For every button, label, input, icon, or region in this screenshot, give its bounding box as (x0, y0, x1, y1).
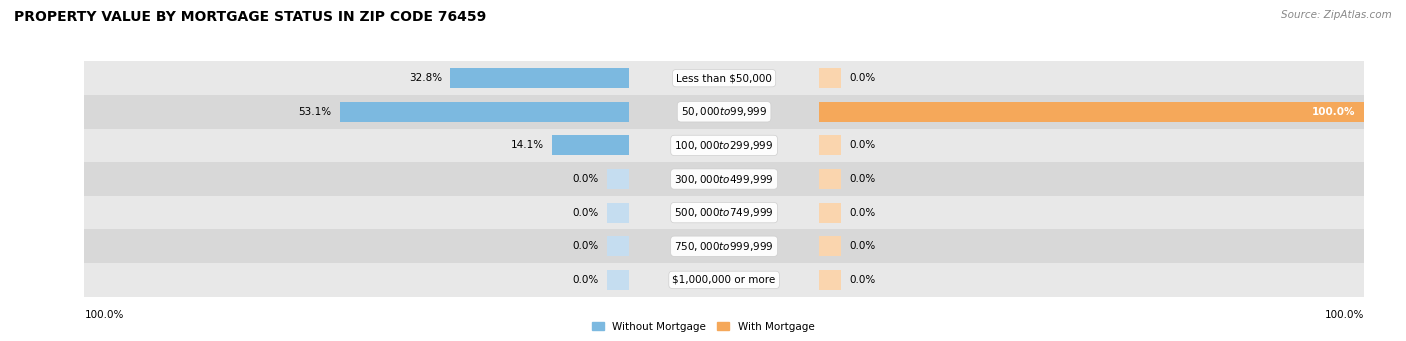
Text: 100.0%: 100.0% (1312, 107, 1355, 117)
Bar (820, 135, 841, 155)
Text: Less than $50,000: Less than $50,000 (676, 73, 772, 83)
Bar (0, 263, 1406, 297)
Bar (0, 61, 1406, 95)
Text: 0.0%: 0.0% (849, 275, 876, 285)
Text: 100.0%: 100.0% (84, 310, 124, 320)
Text: $300,000 to $499,999: $300,000 to $499,999 (675, 173, 773, 186)
Bar (820, 68, 841, 88)
Bar (820, 270, 841, 290)
Text: 100.0%: 100.0% (1324, 310, 1364, 320)
Bar (607, 270, 628, 290)
Bar (0, 61, 1406, 95)
Bar (0, 95, 1406, 129)
Bar (0, 196, 1406, 229)
Legend: Without Mortgage, With Mortgage: Without Mortgage, With Mortgage (588, 317, 818, 336)
Text: 0.0%: 0.0% (572, 208, 599, 218)
Bar (0, 196, 1406, 229)
Bar (0, 229, 1406, 263)
Bar (0, 162, 1406, 196)
Text: $1,000,000 or more: $1,000,000 or more (672, 275, 776, 285)
Text: $750,000 to $999,999: $750,000 to $999,999 (675, 240, 773, 253)
Bar (0, 129, 1406, 162)
Bar (0, 263, 1406, 297)
Bar (340, 102, 628, 122)
Bar (0, 129, 1406, 162)
Text: $500,000 to $749,999: $500,000 to $749,999 (675, 206, 773, 219)
Bar (607, 203, 628, 223)
Bar (0, 263, 1406, 297)
Bar (450, 68, 628, 88)
Text: 0.0%: 0.0% (572, 275, 599, 285)
Bar (0, 95, 1406, 129)
Text: 14.1%: 14.1% (510, 140, 544, 150)
Bar (0, 162, 1406, 196)
Text: 0.0%: 0.0% (572, 174, 599, 184)
Text: PROPERTY VALUE BY MORTGAGE STATUS IN ZIP CODE 76459: PROPERTY VALUE BY MORTGAGE STATUS IN ZIP… (14, 10, 486, 24)
Bar (0, 129, 1406, 162)
Bar (0, 61, 1406, 95)
Bar (820, 169, 841, 189)
Text: 32.8%: 32.8% (409, 73, 441, 83)
Text: $100,000 to $299,999: $100,000 to $299,999 (675, 139, 773, 152)
Text: 0.0%: 0.0% (849, 140, 876, 150)
Bar (820, 102, 1364, 122)
Bar (607, 236, 628, 256)
Bar (553, 135, 628, 155)
Text: 0.0%: 0.0% (849, 73, 876, 83)
Text: $50,000 to $99,999: $50,000 to $99,999 (681, 105, 768, 118)
Bar (0, 229, 1406, 263)
Bar (0, 95, 1406, 129)
Bar (0, 229, 1406, 263)
Bar (820, 236, 841, 256)
Text: Source: ZipAtlas.com: Source: ZipAtlas.com (1281, 10, 1392, 20)
Bar (0, 196, 1406, 229)
Text: 0.0%: 0.0% (849, 174, 876, 184)
Bar (607, 169, 628, 189)
Bar (0, 162, 1406, 196)
Bar (820, 203, 841, 223)
Text: 0.0%: 0.0% (849, 241, 876, 251)
Text: 53.1%: 53.1% (298, 107, 332, 117)
Text: 0.0%: 0.0% (849, 208, 876, 218)
Text: 0.0%: 0.0% (572, 241, 599, 251)
